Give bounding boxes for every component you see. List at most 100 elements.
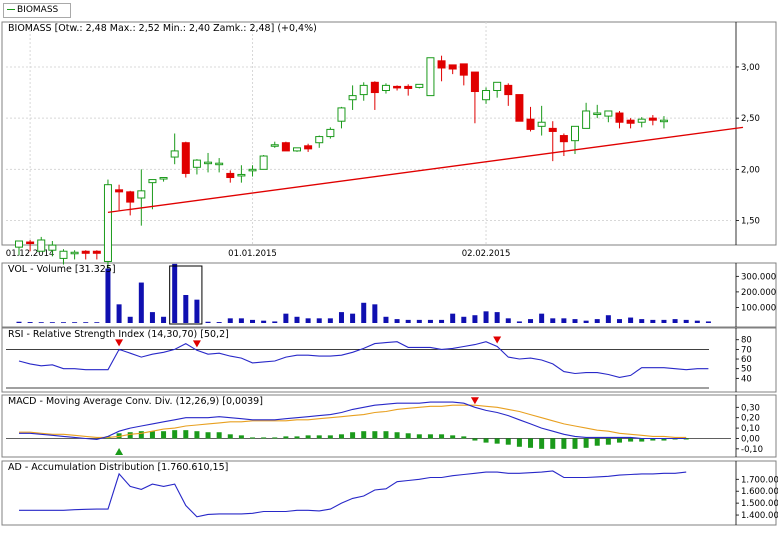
macd-histogram-bar: [461, 436, 467, 439]
volume-bar: [439, 319, 445, 323]
volume-bar: [383, 316, 389, 323]
macd-y-tick-label: 0,00: [741, 434, 760, 444]
candle-down: [526, 118, 535, 130]
macd-histogram-bar: [127, 432, 133, 439]
candle-up: [48, 244, 57, 251]
candle-down: [226, 172, 235, 179]
macd-histogram-bar: [416, 434, 422, 439]
volume-bar: [272, 321, 278, 323]
macd-histogram-bar: [172, 430, 178, 439]
volume-bar: [183, 295, 189, 323]
macd-histogram-bar: [361, 431, 367, 439]
macd-histogram-bar: [405, 433, 411, 439]
candle-up: [37, 239, 46, 252]
candle-up: [248, 168, 257, 172]
volume-bar: [16, 321, 22, 323]
volume-y-tick-label: 100.000: [741, 303, 776, 313]
volume-bar: [516, 321, 522, 323]
volume-bar: [550, 318, 556, 323]
candle-down: [626, 119, 635, 124]
candle-up: [359, 84, 368, 96]
macd-histogram-bar: [483, 438, 489, 443]
volume-bar: [683, 319, 689, 323]
volume-bar: [561, 318, 567, 323]
macd-histogram-bar: [283, 436, 289, 439]
rsi-panel-title: RSI - Relative Strength Index (14,30,70)…: [8, 329, 229, 340]
volume-bar: [372, 304, 378, 323]
candle-up: [493, 81, 502, 92]
candle-up: [482, 90, 491, 101]
volume-bar: [394, 319, 400, 323]
ad-panel-frame: [1, 460, 777, 526]
volume-bar: [83, 322, 89, 323]
candle-up: [70, 251, 79, 255]
candle-down: [126, 191, 135, 203]
candle-up: [326, 128, 335, 138]
volume-y-tick-label: 200.000: [741, 288, 776, 298]
candle-down: [459, 63, 468, 76]
macd-histogram-bar: [138, 431, 144, 439]
volume-bar: [161, 316, 167, 323]
volume-bar: [605, 315, 611, 323]
volume-bar: [639, 319, 645, 323]
candle-down: [548, 127, 557, 132]
volume-bar: [72, 322, 78, 323]
macd-histogram-bar: [516, 438, 522, 447]
candle-up: [315, 136, 324, 144]
macd-histogram-bar: [350, 432, 356, 439]
price-x-tick-label: 01.12.2014: [6, 249, 55, 259]
candle-up: [204, 161, 213, 165]
rsi-line: [18, 341, 709, 378]
volume-bar: [405, 319, 411, 323]
rsi-y-tick-label: 70: [741, 345, 752, 355]
candle-down: [304, 145, 313, 150]
macd-panel-title: MACD - Moving Average Conv. Div. (12,26,…: [8, 396, 263, 407]
volume-bar: [594, 319, 600, 323]
volume-bar: [450, 313, 456, 323]
volume-bar: [350, 313, 356, 323]
macd-histogram-bar: [372, 431, 378, 439]
volume-bar: [38, 322, 44, 323]
legend-line-icon: [7, 9, 15, 10]
candle-up: [270, 144, 279, 147]
volume-highlight-box: [169, 265, 203, 325]
macd-buy-marker: [115, 448, 124, 455]
price-y-tick-label: 1,50: [741, 217, 760, 227]
macd-histogram-bar: [650, 438, 656, 441]
candle-up: [103, 184, 112, 262]
ad-y-tick-label: 1.600.000: [741, 487, 778, 497]
macd-histogram-bar: [316, 435, 322, 439]
candle-down: [437, 60, 446, 69]
candle-down: [470, 71, 479, 93]
candle-up: [659, 119, 668, 123]
macd-histogram-bar: [505, 438, 511, 445]
macd-y-tick-label: -0,10: [741, 445, 763, 455]
price-panel-frame: [1, 21, 777, 246]
candle-down: [115, 189, 124, 193]
volume-bar: [316, 318, 322, 323]
rsi-y-tick-label: 50: [741, 365, 752, 375]
candle-up: [348, 95, 357, 101]
candle-up: [571, 125, 579, 142]
legend-label: BIOMASS: [17, 5, 59, 15]
volume-bar: [628, 317, 634, 323]
volume-panel-title: VOL - Volume [31.325]: [8, 264, 116, 275]
macd-histogram-bar: [338, 434, 344, 439]
volume-bar: [483, 311, 489, 323]
candle-up: [381, 84, 390, 91]
volume-bar: [94, 322, 100, 323]
volume-bar: [283, 313, 289, 323]
volume-bar: [361, 302, 367, 323]
macd-histogram-bar: [238, 435, 244, 439]
macd-histogram-bar: [572, 438, 578, 449]
volume-bar: [238, 318, 244, 323]
volume-bar: [505, 318, 511, 323]
macd-histogram-bar: [628, 438, 634, 442]
ad-y-tick-label: 1.400.000: [741, 511, 778, 521]
rsi-signal-marker: [192, 340, 201, 348]
macd-histogram-bar: [250, 437, 256, 439]
candle-up: [159, 177, 168, 180]
volume-bar: [461, 316, 467, 323]
candle-down: [515, 94, 524, 122]
volume-bar: [427, 319, 433, 323]
